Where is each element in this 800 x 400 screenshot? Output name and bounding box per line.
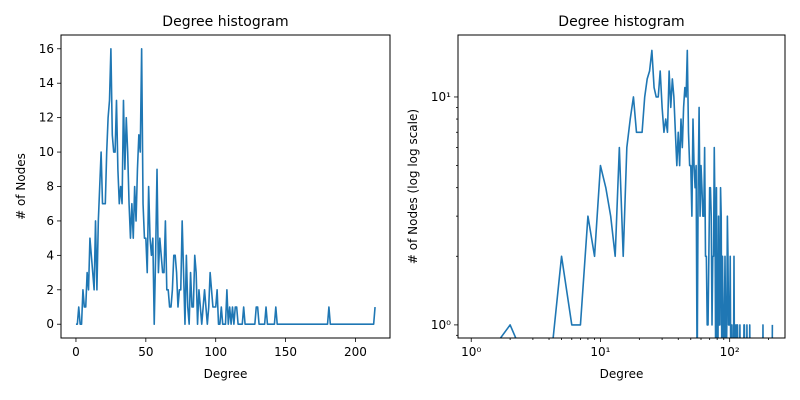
x-tick-label: 200 — [344, 345, 367, 359]
x-tick-label: 150 — [274, 345, 297, 359]
y-tick-label: 2 — [46, 283, 54, 297]
x-tick-label: 100 — [204, 345, 227, 359]
y-tick-label: 8 — [46, 180, 54, 194]
x-tick-label: 10¹ — [590, 345, 610, 359]
y-tick-label: 12 — [39, 111, 54, 125]
y-tick-label: 6 — [46, 214, 54, 228]
chart-title: Degree histogram — [558, 14, 684, 30]
x-tick-label: 10⁰ — [461, 345, 481, 359]
loglog-degree-histogram-panel: 10⁰ 10¹ 10² 10⁰ 10¹ Degree histogram Degree # o… — [406, 14, 786, 381]
x-tick-label: 50 — [138, 345, 153, 359]
chart-title: Degree histogram — [162, 14, 288, 30]
degree-count-line — [75, 47, 376, 326]
y-tick-label: 14 — [39, 76, 54, 90]
y-tick-label: 0 — [46, 317, 54, 331]
x-axis-label: Degree — [600, 367, 644, 381]
y-axis-label: # of Nodes (log log scale) — [406, 109, 420, 264]
y-tick-label: 10¹ — [431, 90, 451, 104]
y-tick-label: 4 — [46, 248, 54, 262]
x-tick-label: 0 — [72, 345, 80, 359]
y-tick-label: 16 — [39, 42, 54, 56]
degree-count-line — [499, 49, 774, 338]
y-axis-label: # of Nodes — [14, 153, 28, 220]
linear-degree-histogram-panel: 0 50 100 150 200 0 2 4 6 8 10 12 14 16 Degree histogra… — [14, 14, 391, 381]
y-tick-label: 10⁰ — [431, 318, 451, 332]
x-tick-label: 10² — [720, 345, 740, 359]
x-axis-label: Degree — [204, 367, 248, 381]
y-tick-label: 10 — [39, 145, 54, 159]
plot-frame — [457, 34, 786, 339]
